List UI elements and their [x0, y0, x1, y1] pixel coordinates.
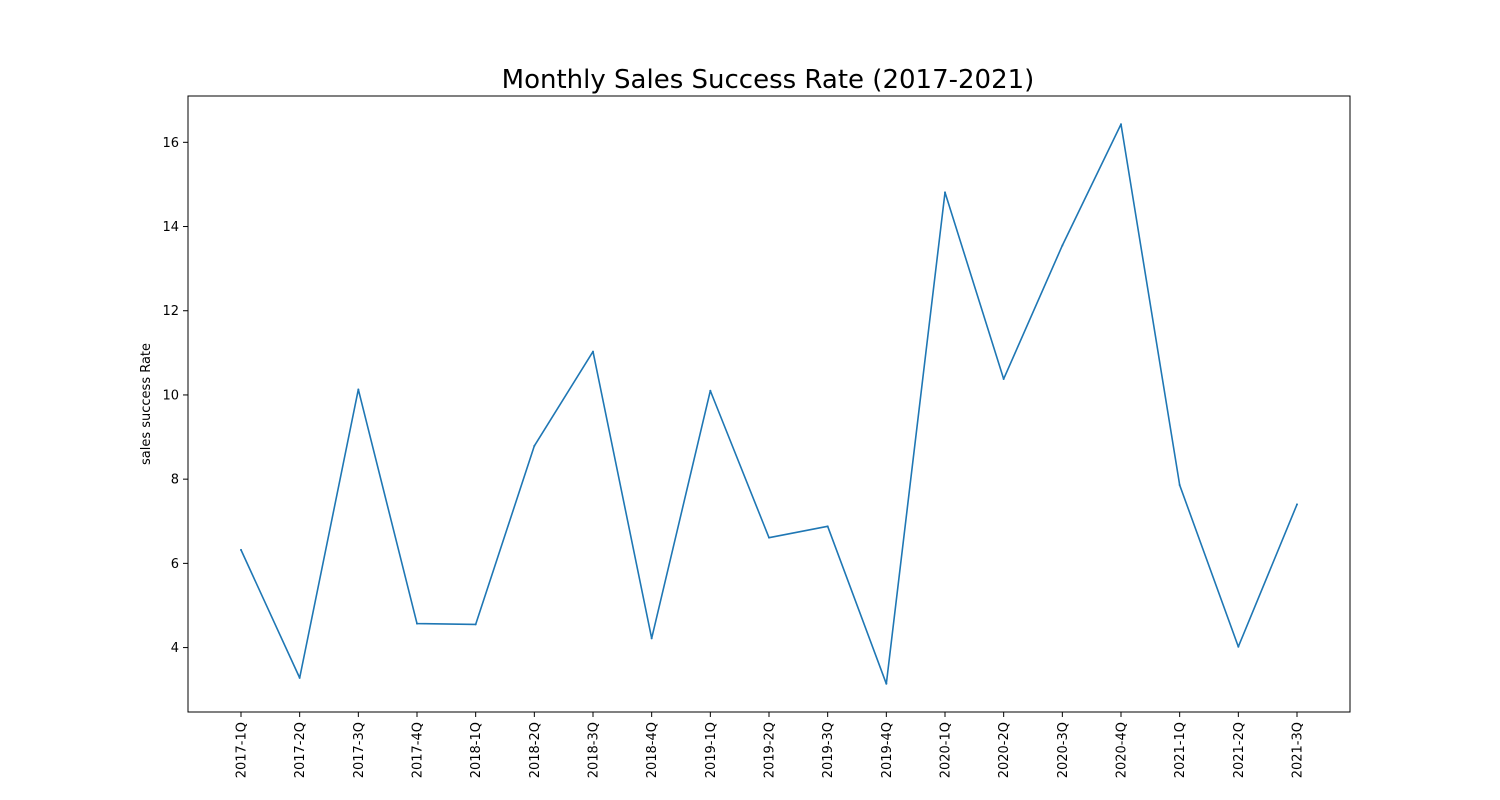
data-point-2018-1Q: [474, 623, 477, 626]
data-point-2017-2Q: [298, 676, 301, 679]
y-tick-label: 16: [162, 136, 179, 151]
x-tick-label: 2020-2Q: [997, 722, 1012, 778]
data-point-2017-3Q: [357, 388, 360, 391]
y-tick-label: 8: [171, 473, 179, 488]
x-tick-label: 2021-1Q: [1173, 722, 1188, 778]
data-point-2017-4Q: [416, 622, 418, 625]
y-tick-label: 10: [162, 388, 179, 403]
x-tick-label: 2020-4Q: [1115, 722, 1130, 778]
x-tick-label: 2020-1Q: [939, 722, 954, 778]
plot-area: [240, 123, 1298, 685]
x-tick-label: 2017-3Q: [352, 722, 367, 778]
y-tick-label: 12: [162, 304, 179, 319]
data-point-2020-2Q: [1002, 377, 1005, 380]
data-point-2017-1Q: [240, 548, 242, 551]
x-tick-label: 2017-2Q: [293, 722, 308, 778]
x-tick-label: 2018-2Q: [528, 722, 543, 778]
chart-title: Monthly Sales Success Rate (2017-2021): [502, 65, 1035, 95]
data-point-2018-2Q: [533, 444, 536, 447]
y-axis-label: sales success Rate: [139, 343, 154, 465]
x-tick-label: 2021-2Q: [1232, 722, 1247, 778]
data-point-2021-2Q: [1237, 645, 1240, 648]
y-tick-label: 14: [162, 220, 179, 235]
x-tick-label: 2018-4Q: [645, 722, 660, 778]
x-tick-label: 2019-1Q: [704, 722, 719, 778]
data-point-2018-3Q: [592, 350, 594, 353]
data-point-2021-1Q: [1178, 484, 1181, 487]
y-axis: 4 6 8 10 12 14 16: [162, 136, 188, 656]
data-point-2019-1Q: [709, 389, 712, 392]
data-point-2020-4Q: [1120, 123, 1122, 126]
y-tick-label: 4: [171, 641, 179, 656]
y-tick-label: 6: [171, 557, 179, 572]
data-point-2019-2Q: [768, 536, 770, 539]
data-point-2020-1Q: [944, 191, 946, 194]
x-tick-label: 2019-2Q: [763, 722, 778, 778]
data-point-2020-3Q: [1061, 244, 1064, 247]
x-tick-label: 2017-1Q: [235, 722, 250, 778]
data-point-2019-3Q: [826, 525, 829, 528]
x-tick-label: 2020-3Q: [1056, 722, 1071, 778]
x-tick-label: 2019-4Q: [880, 722, 895, 778]
x-axis: 2017-1Q 2017-2Q 2017-3Q 2017-4Q 2018-1Q 2018-…: [235, 712, 1306, 778]
data-point-2021-3Q: [1296, 503, 1298, 506]
data-point-2018-4Q: [650, 637, 653, 640]
data-point-2019-4Q: [885, 682, 888, 685]
x-tick-label: 2018-1Q: [469, 722, 484, 778]
x-tick-label: 2021-3Q: [1291, 722, 1306, 778]
x-tick-label: 2019-3Q: [821, 722, 836, 778]
x-tick-label: 2017-4Q: [411, 722, 426, 778]
x-tick-label: 2018-3Q: [587, 722, 602, 778]
